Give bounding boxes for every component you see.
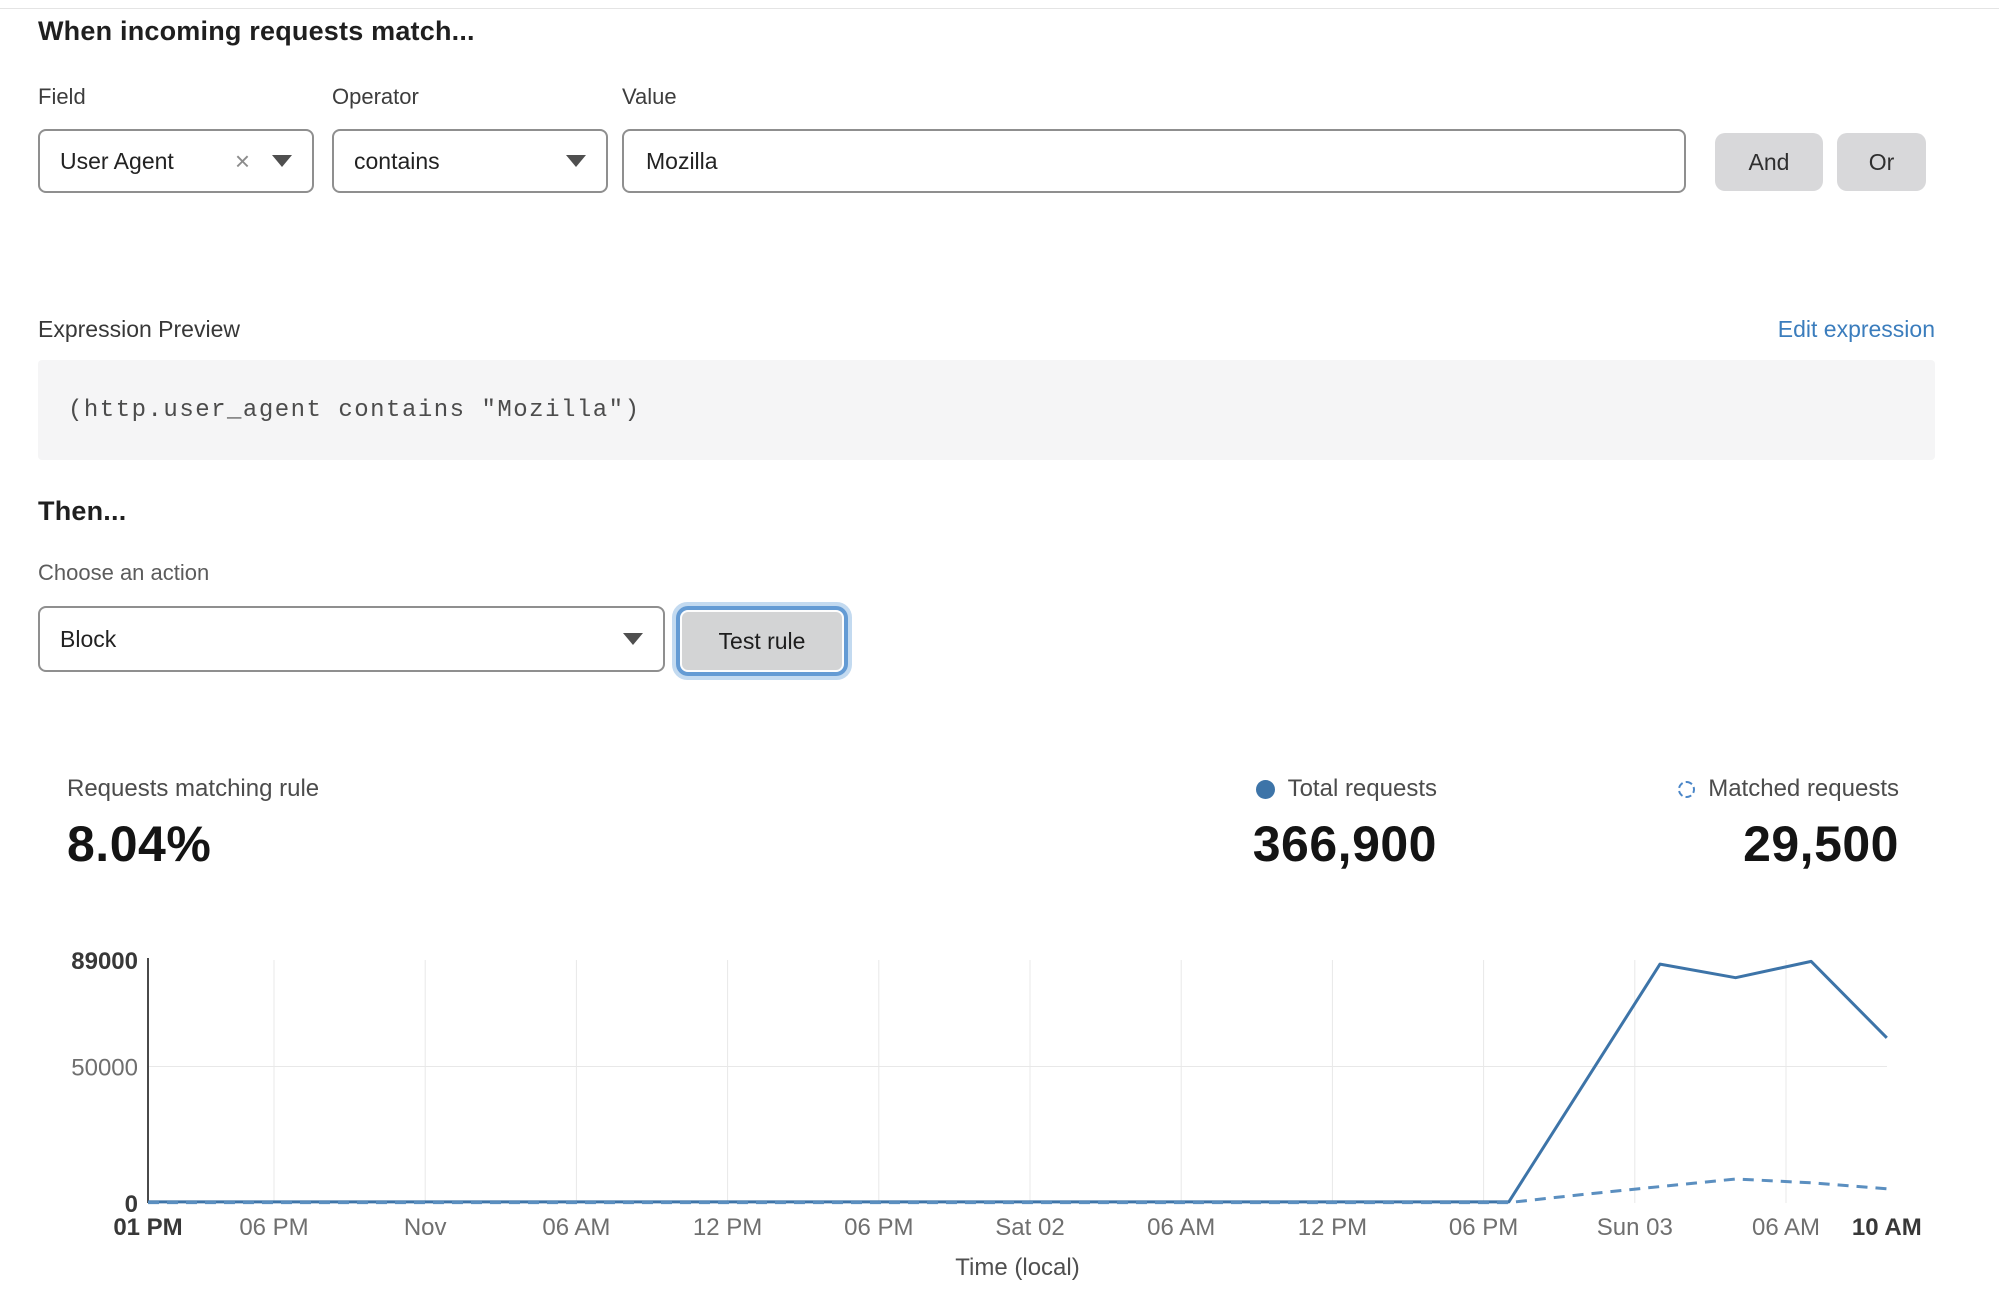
- value-label: Value: [622, 84, 677, 109]
- total-requests-legend-dot-icon: [1255, 779, 1275, 799]
- action-select[interactable]: Block: [38, 606, 665, 672]
- svg-text:06 AM: 06 AM: [542, 1214, 610, 1241]
- or-button[interactable]: Or: [1837, 133, 1926, 191]
- chevron-down-icon: [272, 155, 292, 167]
- stat-matched-requests: Matched requests 29,500: [1678, 775, 1899, 873]
- panel-top-border: [0, 8, 1999, 9]
- when-section-title: When incoming requests match...: [38, 16, 475, 46]
- svg-text:06 PM: 06 PM: [239, 1214, 308, 1241]
- svg-text:06 PM: 06 PM: [1449, 1214, 1518, 1241]
- expression-code: (http.user_agent contains "Mozilla"): [68, 396, 641, 424]
- clear-icon[interactable]: ×: [234, 146, 250, 176]
- svg-text:Nov: Nov: [404, 1214, 447, 1241]
- value-input[interactable]: [622, 129, 1686, 193]
- choose-action-label: Choose an action: [38, 560, 210, 585]
- stat-total-label: Total requests: [1287, 775, 1437, 802]
- svg-text:10 AM: 10 AM: [1852, 1214, 1922, 1241]
- stat-matching-value: 8.04%: [67, 816, 212, 872]
- operator-select[interactable]: contains: [332, 129, 608, 193]
- svg-text:89000: 89000: [71, 948, 138, 975]
- stat-matched-value: 29,500: [1743, 816, 1899, 872]
- svg-text:12 PM: 12 PM: [1298, 1214, 1367, 1241]
- svg-text:06 PM: 06 PM: [844, 1214, 913, 1241]
- test-rule-button[interactable]: Test rule: [682, 612, 842, 670]
- svg-text:06 AM: 06 AM: [1752, 1214, 1820, 1241]
- and-button[interactable]: And: [1715, 133, 1823, 191]
- expression-preview-label: Expression Preview: [38, 316, 240, 342]
- svg-text:Sun 03: Sun 03: [1597, 1214, 1673, 1241]
- stat-requests-matching: Requests matching rule 8.04%: [67, 775, 319, 873]
- stat-total-value: 366,900: [1252, 816, 1437, 872]
- svg-text:Time (local): Time (local): [955, 1254, 1079, 1281]
- edit-expression-link[interactable]: Edit expression: [1777, 316, 1935, 342]
- field-select-value: User Agent: [60, 147, 174, 174]
- field-label: Field: [38, 84, 86, 109]
- stat-matched-label: Matched requests: [1708, 775, 1899, 802]
- chevron-down-icon: [566, 155, 586, 167]
- svg-text:06 AM: 06 AM: [1147, 1214, 1215, 1241]
- svg-text:50000: 50000: [71, 1054, 138, 1081]
- then-section-title: Then...: [38, 496, 127, 526]
- requests-chart: 89000 50000 001 PM 06 PM Nov 06 AM 12 PM 06 PM S…: [71, 948, 1922, 1281]
- chevron-down-icon: [623, 633, 643, 645]
- svg-text:0: 0: [125, 1191, 138, 1218]
- operator-label: Operator: [332, 84, 419, 109]
- svg-text:12 PM: 12 PM: [693, 1214, 762, 1241]
- stat-total-requests: Total requests 366,900: [1253, 775, 1437, 873]
- requests-chart-container: 89000 50000 0 01 PM 06 PM Nov 06 AM 12 PM 06 PM S…: [0, 940, 1999, 1295]
- operator-select-value: contains: [354, 147, 440, 174]
- stat-matching-label: Requests matching rule: [67, 775, 320, 802]
- svg-text:01 PM: 01 PM: [113, 1214, 182, 1241]
- action-select-value: Block: [60, 625, 117, 652]
- matched-requests-legend-ring-icon: [1678, 780, 1696, 798]
- field-select[interactable]: User Agent ×: [38, 129, 314, 193]
- expression-preview-box: (http.user_agent contains "Mozilla"): [38, 360, 1935, 460]
- svg-text:Sat 02: Sat 02: [995, 1214, 1064, 1241]
